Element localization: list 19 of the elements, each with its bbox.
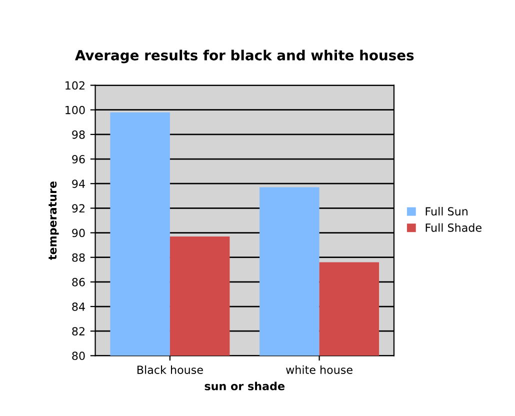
y-tick-label: 86 bbox=[72, 278, 85, 286]
x-axis-title: sun or shade bbox=[204, 382, 284, 390]
y-tick-label: 94 bbox=[72, 180, 85, 188]
y-tick-label: 100 bbox=[66, 106, 85, 114]
y-tick-label: 102 bbox=[66, 81, 84, 90]
legend-label: Full Sun bbox=[426, 206, 468, 216]
y-tick-label: 92 bbox=[72, 204, 84, 213]
legend-label: Full Shade bbox=[426, 223, 482, 232]
y-tick-label: 90 bbox=[72, 228, 85, 238]
x-tick-label: Black house bbox=[137, 365, 203, 374]
y-tick-label: 98 bbox=[72, 130, 85, 139]
y-tick-label: 80 bbox=[72, 352, 85, 360]
y-tick-label: 82 bbox=[72, 327, 84, 336]
y-tick-label: 88 bbox=[72, 253, 85, 262]
chart-title: Average results for black and white houses bbox=[74, 50, 414, 64]
y-axis-title: temperature bbox=[48, 181, 59, 260]
y-tick-label: 84 bbox=[72, 302, 85, 311]
y-tick-label: 96 bbox=[72, 155, 85, 164]
x-tick-label: white house bbox=[286, 365, 352, 374]
